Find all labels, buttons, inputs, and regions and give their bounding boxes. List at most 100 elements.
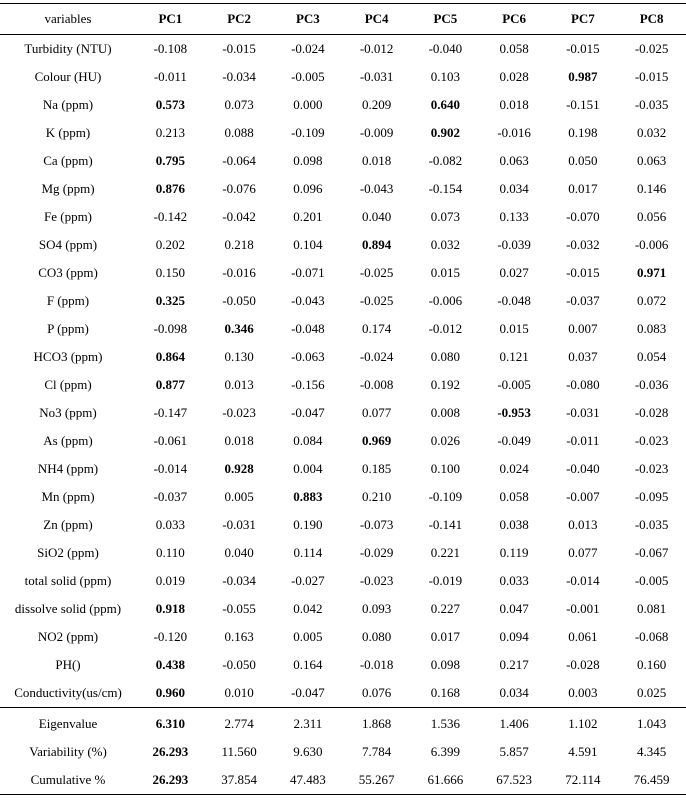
value-cell: -0.007 (566, 489, 600, 504)
table-row: Fe (ppm) -0.142 -0.042 0.201 0.040 0.073 0.133… (0, 203, 686, 231)
value-cell: -0.043 (291, 293, 325, 308)
value-cell: 0.133 (499, 209, 529, 224)
value-cell: -0.023 (359, 573, 394, 588)
value-cell: 0.098 (293, 153, 323, 168)
value-cell: 0.083 (637, 321, 667, 336)
summary-body: Eigenvalue 6.310 2.774 2.311 1.868 1.536 1.406… (0, 708, 686, 795)
value-cell: 26.293 (136, 766, 205, 795)
value-cell: 0.104 (293, 237, 323, 252)
value-cell: 0.119 (499, 545, 529, 560)
value-cell: -0.076 (222, 181, 256, 196)
page: variables PC1 PC2 PC3 PC4 PC5 PC6 PC7 PC8 Turbid… (0, 3, 686, 805)
table-row: Cumulative % 26.293 37.854 47.483 55.267 61.6… (0, 766, 686, 795)
value-cell: -0.005 (634, 573, 669, 588)
value-cell: -0.016 (222, 265, 256, 280)
value-cell: 0.034 (479, 679, 549, 708)
variable-cell: Variability (%) (29, 744, 107, 759)
value-cell: -0.015 (222, 41, 256, 56)
header-row: variables PC1 PC2 PC3 PC4 PC5 PC6 PC7 PC8 (0, 3, 686, 35)
value-cell: 0.018 (362, 153, 392, 168)
value-cell: 0.213 (155, 125, 185, 140)
value-cell: -0.067 (634, 545, 669, 560)
variable-cell: HCO3 (ppm) (33, 349, 103, 364)
value-cell: -0.016 (497, 125, 531, 140)
table-row: Eigenvalue 6.310 2.774 2.311 1.868 1.536 1.406… (0, 708, 686, 739)
value-cell: 26.293 (152, 744, 189, 759)
value-cell: -0.068 (634, 629, 669, 644)
value-cell: 0.209 (362, 97, 392, 112)
value-cell: -0.011 (153, 69, 187, 84)
table-row: SiO2 (ppm) 0.110 0.040 0.114 -0.029 0.221 0.11… (0, 539, 686, 567)
value-cell: 0.077 (568, 545, 598, 560)
column-header: PC5 (411, 3, 480, 35)
value-cell: -0.023 (222, 405, 256, 420)
value-cell: 0.033 (499, 573, 529, 588)
value-cell: 0.864 (155, 349, 185, 364)
value-cell: -0.035 (634, 97, 669, 112)
value-cell: 0.025 (617, 679, 686, 708)
value-cell: -0.063 (291, 349, 325, 364)
value-cell: -0.018 (359, 657, 394, 672)
value-cell: -0.120 (153, 629, 188, 644)
value-cell: -0.005 (291, 69, 325, 84)
value-cell: 0.160 (637, 657, 667, 672)
value-cell: 4.591 (568, 744, 598, 759)
value-cell: 0.040 (362, 209, 392, 224)
value-cell: -0.154 (428, 181, 463, 196)
value-cell: -0.025 (359, 293, 394, 308)
variable-cell: Fe (ppm) (43, 209, 93, 224)
variable-cell: Mn (ppm) (41, 489, 95, 504)
value-cell: 0.121 (499, 349, 529, 364)
value-cell: 1.043 (637, 716, 667, 731)
value-cell: -0.019 (428, 573, 463, 588)
value-cell: -0.029 (359, 545, 394, 560)
value-cell: 0.218 (224, 237, 254, 252)
variable-cell: As (ppm) (43, 433, 93, 448)
table-row: total solid (ppm) 0.019 -0.034 -0.027 -0.023… (0, 567, 686, 595)
value-cell: 0.033 (155, 517, 185, 532)
value-cell: -0.037 (566, 293, 600, 308)
value-cell: 67.523 (479, 766, 549, 795)
table-row: Colour (HU) -0.011 -0.034 -0.005 -0.031 0.103… (0, 63, 686, 91)
value-cell: 0.073 (224, 97, 254, 112)
value-cell: -0.032 (566, 237, 600, 252)
table-row: Variability (%) 26.293 11.560 9.630 7.784 6.3… (0, 738, 686, 766)
value-cell: -0.031 (359, 69, 394, 84)
value-cell: 37.854 (204, 766, 274, 795)
value-cell: 0.050 (568, 153, 598, 168)
value-cell: -0.009 (359, 125, 394, 140)
value-cell: -0.001 (566, 601, 600, 616)
value-cell: -0.050 (222, 293, 256, 308)
value-cell: 0.883 (293, 489, 323, 504)
value-cell: -0.070 (566, 209, 600, 224)
value-cell: 76.459 (617, 766, 686, 795)
variable-cell: F (ppm) (46, 293, 90, 308)
value-cell: -0.061 (153, 433, 188, 448)
value-cell: -0.071 (291, 265, 325, 280)
value-cell: -0.151 (566, 97, 600, 112)
value-cell: 0.164 (293, 657, 323, 672)
value-cell: -0.015 (566, 265, 600, 280)
value-cell: -0.025 (634, 41, 669, 56)
value-cell: 0.227 (430, 601, 460, 616)
variable-cell: Colour (HU) (34, 69, 102, 84)
value-cell: -0.073 (359, 517, 394, 532)
value-cell: 0.032 (637, 125, 667, 140)
value-cell: 0.150 (155, 265, 185, 280)
header-label: variables (0, 3, 136, 35)
value-cell: 0.028 (499, 69, 529, 84)
value-cell: -0.014 (566, 573, 600, 588)
value-cell: 0.202 (155, 237, 185, 252)
value-cell: 0.325 (155, 293, 185, 308)
value-cell: 0.103 (430, 69, 460, 84)
value-cell: -0.109 (428, 489, 463, 504)
value-cell: -0.048 (291, 321, 325, 336)
variable-cell: K (ppm) (45, 125, 91, 140)
value-cell: 0.058 (499, 489, 529, 504)
value-cell: 0.042 (293, 601, 323, 616)
variable-cell: Zn (ppm) (43, 517, 93, 532)
value-cell: 0.163 (224, 629, 254, 644)
value-cell: 0.114 (293, 545, 323, 560)
column-header: PC6 (479, 3, 549, 35)
value-cell: 0.018 (224, 433, 254, 448)
